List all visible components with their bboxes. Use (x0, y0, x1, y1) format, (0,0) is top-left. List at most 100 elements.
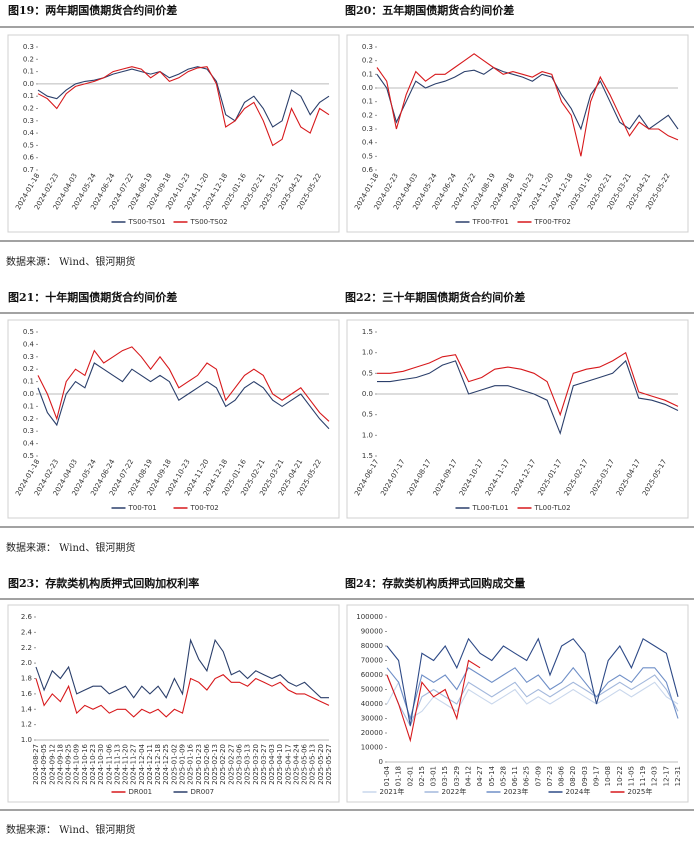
x-tick-label: 2024-09-12 (48, 744, 56, 785)
x-tick-label: 03-01 (430, 766, 438, 786)
x-tick-label: 2024-06-17 (353, 458, 380, 497)
x-tick-label: 2025-01-09 (179, 744, 187, 785)
x-tick-label: 04-27 (476, 766, 484, 786)
x-tick-label: 02-01 (406, 766, 414, 786)
y-tick-label: 60000 (361, 671, 383, 679)
x-tick-label: 04-12 (464, 766, 472, 786)
legend-label: 2023年 (504, 787, 529, 796)
x-tick-label: 2025-01-17 (536, 458, 563, 497)
series-line (386, 680, 679, 720)
x-tick-label: 11-05 (627, 766, 635, 786)
x-tick-label: 2024-09-25 (65, 744, 73, 785)
x-tick-label: 10-08 (604, 766, 612, 786)
x-tick-label: 2025-04-17 (615, 458, 642, 497)
x-tick-label: 2025-03-13 (244, 744, 252, 785)
x-tick-label: 12-17 (662, 766, 670, 786)
y-tick-label: 50000 (361, 686, 383, 694)
y-tick-label: 30000 (361, 715, 383, 723)
y-tick-label: 0.1 (23, 68, 34, 76)
x-tick-label: 2025-01-16 (187, 743, 195, 784)
source: 数据来源： Wind、银河期货 (6, 823, 135, 836)
y-tick-label: 2.2 (21, 644, 32, 652)
y-tick-label: 80000 (361, 642, 383, 650)
y-tick-label: 0.3 (362, 125, 373, 133)
legend-label: T00-T01 (128, 504, 157, 512)
x-tick-label: 09-17 (593, 766, 601, 786)
y-tick-label: 0.5 (362, 369, 373, 377)
x-tick-label: 03-29 (453, 766, 461, 786)
legend-label: 2025年 (628, 787, 653, 796)
x-tick-label: 2025-01-23 (195, 744, 203, 785)
chart-title: 图22：三十年期国债期货合约间价差 (345, 290, 525, 304)
y-tick-label: 0.4 (23, 340, 35, 348)
x-tick-label: 2025-03-27 (260, 744, 268, 785)
source: 数据来源： Wind、银河期货 (6, 541, 135, 554)
y-tick-label: 0.3 (362, 43, 373, 51)
x-tick-label: 2025-04-24 (292, 743, 300, 784)
series-line (386, 659, 481, 743)
y-tick-label: 1.8 (21, 675, 32, 683)
y-tick-label: 0.5 (362, 411, 373, 419)
legend-label: TS00-TS01 (128, 218, 166, 226)
y-tick-label: 70000 (361, 657, 383, 665)
x-tick-label: 2024-11-06 (105, 743, 113, 784)
x-tick-label: 2025-02-20 (219, 744, 227, 785)
x-tick-label: 2025-04-10 (276, 744, 284, 785)
x-tick-label: 2024-12-11 (146, 744, 154, 785)
x-tick-label: 2024-12-17 (510, 458, 537, 497)
y-tick-label: 0.7 (23, 166, 34, 174)
x-tick-label: 05-14 (488, 765, 496, 786)
x-tick-label: 2024-11-17 (484, 458, 511, 497)
y-tick-label: 10000 (361, 744, 383, 752)
x-tick-label: 2025-01-02 (170, 744, 178, 785)
legend-label: DR001 (129, 788, 153, 796)
y-tick-label: 0.6 (23, 154, 35, 162)
chart-title: 图20：五年期国债期货合约间价差 (345, 3, 514, 17)
legend-label: TF00-TF02 (534, 218, 571, 226)
x-tick-label: 2024-10-23 (89, 744, 97, 785)
x-tick-label: 2024-10-09 (73, 744, 81, 785)
series-line (377, 359, 679, 436)
y-tick-label: 0 (379, 758, 383, 766)
y-tick-label: 0.6 (362, 166, 374, 174)
x-tick-label: 2025-05-20 (317, 744, 325, 785)
y-tick-label: 0.4 (362, 139, 374, 147)
legend-label: T00-T02 (190, 504, 219, 512)
y-tick-label: 0.0 (362, 84, 373, 92)
x-tick-label: 12-31 (674, 766, 682, 786)
x-tick-label: 2025-05-06 (301, 743, 309, 784)
series-line (37, 66, 330, 147)
y-tick-label: 0.2 (362, 111, 373, 119)
legend-label: TF00-TF01 (472, 218, 509, 226)
series-line (37, 362, 330, 430)
y-tick-label: 0.4 (23, 129, 35, 137)
x-tick-label: 2025-04-03 (268, 744, 276, 785)
x-tick-label: 2024-11-27 (130, 744, 138, 785)
y-tick-label: 0.1 (23, 378, 34, 386)
y-tick-label: 90000 (361, 628, 383, 636)
x-tick-label: 2024-11-13 (113, 744, 121, 785)
x-tick-label: 2024-12-25 (162, 744, 170, 785)
chart-frame (7, 319, 340, 519)
x-tick-label: 2025-02-17 (563, 458, 590, 497)
x-tick-label: 2025-03-17 (589, 458, 616, 497)
y-tick-label: 1.0 (362, 349, 373, 357)
chart-frame (7, 34, 340, 233)
x-tick-label: 2024-10-16 (81, 743, 89, 784)
y-tick-label: 0.2 (23, 415, 34, 423)
series-line (37, 66, 330, 128)
x-tick-label: 11-19 (639, 766, 647, 786)
y-tick-label: 0.2 (23, 365, 34, 373)
y-tick-label: 0.3 (23, 353, 34, 361)
y-tick-label: 0.0 (23, 390, 34, 398)
y-tick-label: 1.4 (21, 705, 33, 713)
x-tick-label: 06-11 (511, 766, 519, 786)
series-line (377, 351, 679, 417)
y-tick-label: 0.5 (23, 141, 34, 149)
series-line (35, 638, 329, 699)
y-tick-label: 0.2 (23, 105, 34, 113)
series-line (35, 674, 330, 718)
x-tick-label: 2025-03-06 (235, 743, 243, 784)
y-tick-label: 0.2 (362, 57, 373, 65)
